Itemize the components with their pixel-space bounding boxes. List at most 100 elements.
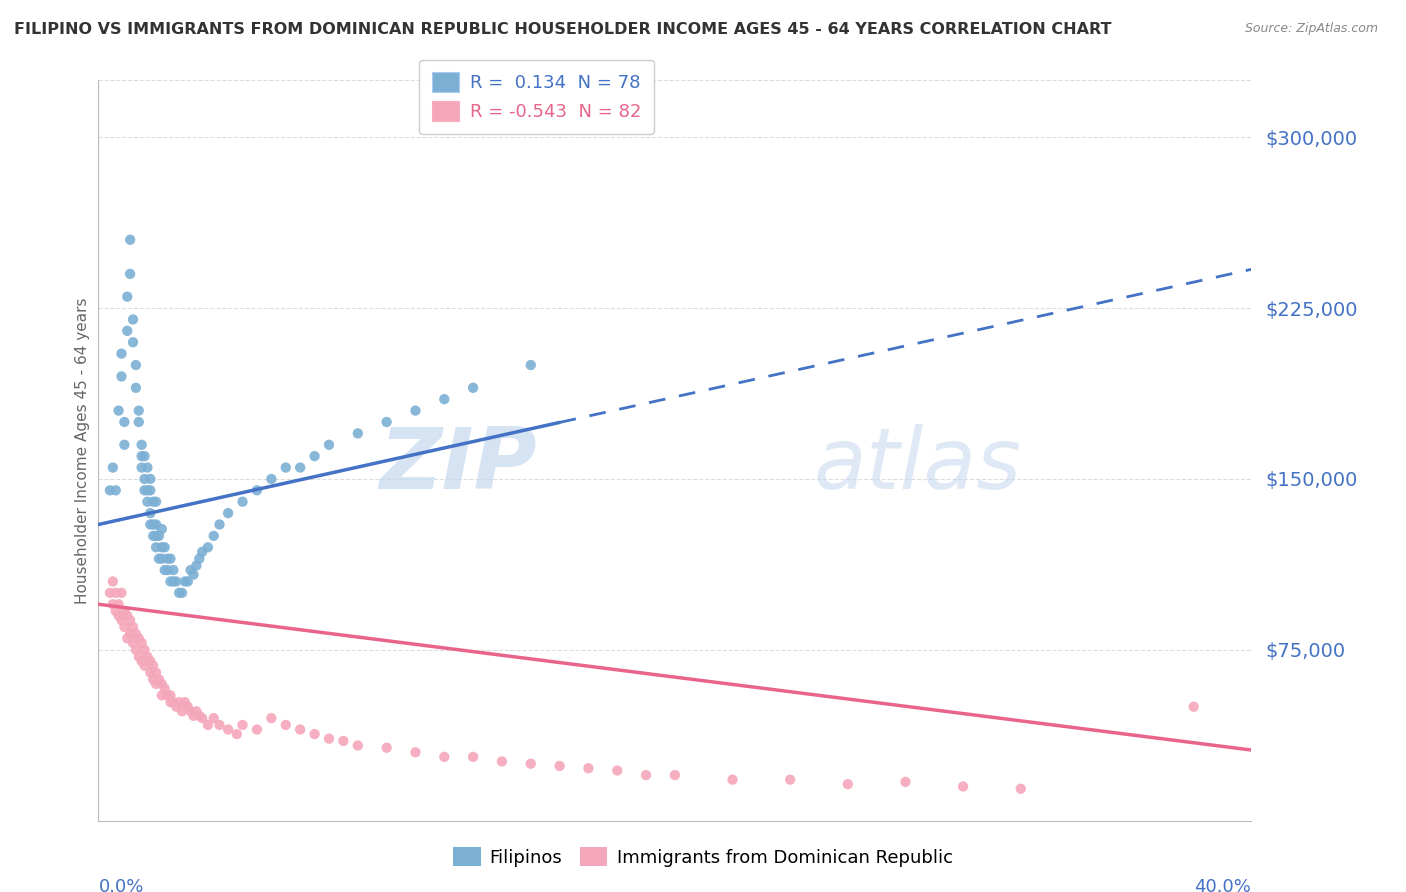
Point [779, 772, 801, 787]
Point [156, 689, 179, 703]
Point [117, 608, 139, 623]
Point [159, 689, 181, 703]
Point [125, 381, 148, 395]
Point [170, 704, 193, 718]
Point [461, 381, 484, 395]
Point [120, 267, 142, 281]
Point [117, 632, 139, 646]
Point [188, 551, 211, 566]
Point [606, 764, 628, 778]
Point [274, 718, 297, 732]
Point [150, 551, 173, 566]
Point [128, 415, 150, 429]
Point [122, 636, 145, 650]
Point [1182, 699, 1205, 714]
Point [148, 551, 170, 566]
Point [145, 665, 167, 680]
Point [217, 506, 239, 520]
Point [721, 772, 744, 787]
Point [170, 586, 193, 600]
Point [159, 695, 181, 709]
Point [260, 472, 283, 486]
Point [197, 541, 219, 555]
Legend: R =  0.134  N = 78, R = -0.543  N = 82: R = 0.134 N = 78, R = -0.543 N = 82 [419, 60, 654, 134]
Point [145, 677, 167, 691]
Point [188, 709, 211, 723]
Point [120, 613, 142, 627]
Point [112, 415, 135, 429]
Point [225, 727, 247, 741]
Point [110, 369, 132, 384]
Point [246, 723, 269, 737]
Point [110, 613, 132, 627]
Point [202, 529, 225, 543]
Point [520, 756, 543, 771]
Point [375, 415, 398, 429]
Point [110, 586, 132, 600]
Point [107, 597, 129, 611]
Point [122, 312, 145, 326]
Point [117, 290, 139, 304]
Point [150, 677, 173, 691]
Point [107, 608, 129, 623]
Point [208, 718, 231, 732]
Point [186, 704, 208, 718]
Point [139, 517, 162, 532]
Point [122, 620, 145, 634]
Point [112, 604, 135, 618]
Point [191, 545, 214, 559]
Point [346, 426, 368, 441]
Point [145, 529, 167, 543]
Point [167, 695, 190, 709]
Point [145, 494, 167, 508]
Point [894, 775, 917, 789]
Point [156, 563, 179, 577]
Point [125, 358, 148, 372]
Point [186, 558, 208, 573]
Point [153, 681, 176, 696]
Point [98, 483, 121, 498]
Point [165, 699, 187, 714]
Point [131, 636, 153, 650]
Point [104, 604, 127, 618]
Point [101, 574, 124, 589]
Point [375, 740, 398, 755]
Point [139, 654, 162, 668]
Point [162, 695, 184, 709]
Legend: Filipinos, Immigrants from Dominican Republic: Filipinos, Immigrants from Dominican Rep… [446, 840, 960, 874]
Point [153, 541, 176, 555]
Point [134, 658, 156, 673]
Point [112, 620, 135, 634]
Point [837, 777, 859, 791]
Point [191, 711, 214, 725]
Point [150, 522, 173, 536]
Point [104, 586, 127, 600]
Point [246, 483, 269, 498]
Point [139, 483, 162, 498]
Point [134, 483, 156, 498]
Point [274, 460, 297, 475]
Text: Source: ZipAtlas.com: Source: ZipAtlas.com [1244, 22, 1378, 36]
Point [142, 494, 165, 508]
Point [461, 749, 484, 764]
Point [197, 718, 219, 732]
Point [664, 768, 686, 782]
Text: 0.0%: 0.0% [98, 878, 143, 892]
Point [183, 567, 205, 582]
Point [125, 627, 148, 641]
Point [136, 494, 159, 508]
Point [131, 460, 153, 475]
Point [134, 642, 156, 657]
Point [174, 695, 197, 709]
Point [101, 460, 124, 475]
Point [304, 449, 326, 463]
Point [433, 392, 456, 407]
Point [128, 649, 150, 664]
Text: ZIP: ZIP [378, 424, 537, 507]
Point [162, 574, 184, 589]
Text: 40.0%: 40.0% [1195, 878, 1251, 892]
Point [318, 438, 340, 452]
Point [142, 673, 165, 687]
Point [208, 517, 231, 532]
Point [578, 761, 600, 775]
